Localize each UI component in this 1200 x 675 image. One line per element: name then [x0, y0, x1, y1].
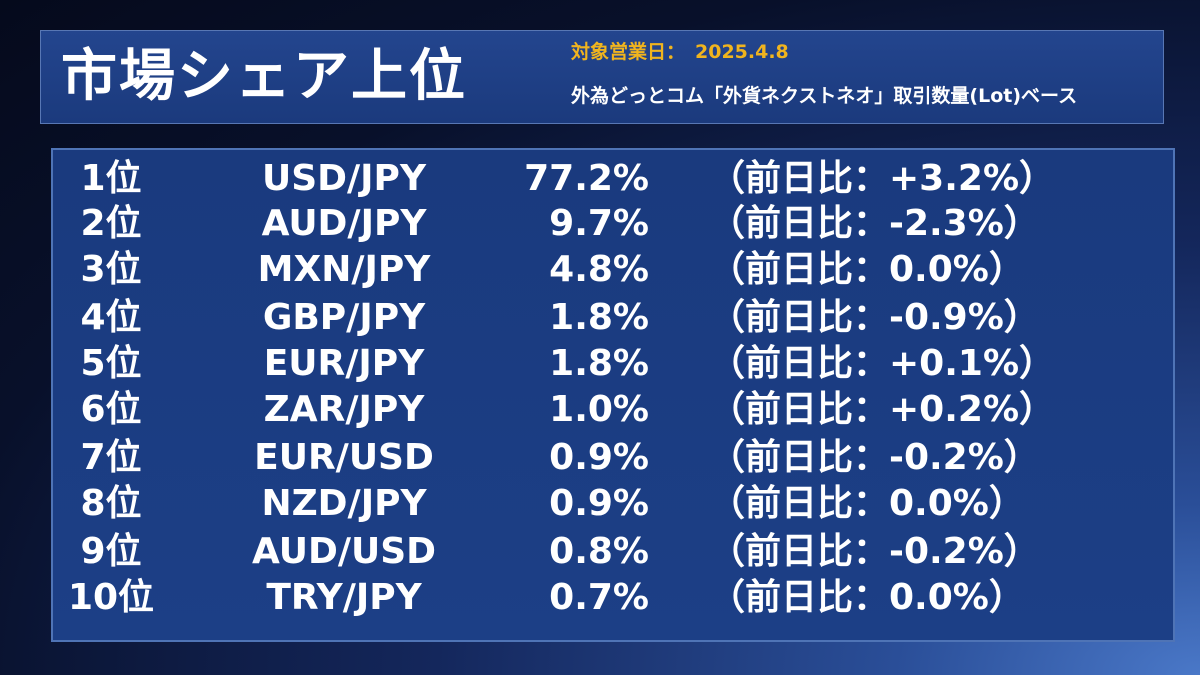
day-over-day-change: （前日比：0.0%）: [709, 249, 1025, 290]
header-panel: 市場シェア上位 対象営業日： 2025.4.8 外為どっとコム「外貨ネクストネオ」…: [40, 30, 1164, 124]
market-share: 0.7%: [549, 577, 649, 618]
rank-label: 6位: [80, 389, 142, 430]
market-share: 1.0%: [549, 389, 649, 430]
market-share: 77.2%: [524, 158, 649, 199]
business-date-label: 対象営業日：: [571, 41, 686, 63]
currency-pair: AUD/USD: [251, 531, 437, 572]
market-share: 1.8%: [549, 297, 649, 338]
rank-label: 5位: [80, 343, 142, 384]
day-over-day-change: （前日比：0.0%）: [709, 577, 1025, 618]
currency-pair: ZAR/JPY: [263, 389, 425, 430]
rank-label: 3位: [80, 249, 142, 290]
ranking-row: 1位 USD/JPY 77.2% （前日比：+3.2%）: [53, 155, 1173, 203]
rank-label: 7位: [80, 437, 142, 478]
ranking-row: 2位 AUD/JPY 9.7% （前日比：-2.3%）: [53, 200, 1173, 248]
currency-pair: TRY/JPY: [266, 577, 422, 618]
rank-label: 9位: [80, 531, 142, 572]
market-share: 0.9%: [549, 483, 649, 524]
rank-label: 8位: [80, 483, 142, 524]
page-title: 市場シェア上位: [61, 44, 467, 109]
day-over-day-change: （前日比：-0.2%）: [709, 437, 1040, 478]
ranking-table: 1位 USD/JPY 77.2% （前日比：+3.2%） 2位 AUD/JPY …: [51, 148, 1175, 642]
ranking-row: 7位 EUR/USD 0.9% （前日比：-0.2%）: [53, 434, 1173, 482]
ranking-row: 5位 EUR/JPY 1.8% （前日比：+0.1%）: [53, 340, 1173, 388]
day-over-day-change: （前日比：+3.2%）: [709, 158, 1056, 199]
market-share: 0.8%: [549, 531, 649, 572]
day-over-day-change: （前日比：+0.1%）: [709, 343, 1056, 384]
market-share: 4.8%: [549, 249, 649, 290]
day-over-day-change: （前日比：-0.2%）: [709, 531, 1040, 572]
currency-pair: MXN/JPY: [257, 249, 431, 290]
rank-label: 2位: [80, 203, 142, 244]
rank-label: 1位: [80, 158, 142, 199]
market-share: 9.7%: [549, 203, 649, 244]
day-over-day-change: （前日比：-2.3%）: [709, 203, 1040, 244]
business-date-value: 2025.4.8: [695, 41, 789, 63]
ranking-row: 10位 TRY/JPY 0.7% （前日比：0.0%）: [53, 574, 1173, 622]
currency-pair: EUR/USD: [254, 437, 434, 478]
day-over-day-change: （前日比：-0.9%）: [709, 297, 1040, 338]
rank-label: 4位: [80, 297, 142, 338]
currency-pair: EUR/JPY: [263, 343, 425, 384]
data-source-subtitle: 外為どっとコム「外貨ネクストネオ」取引数量(Lot)ベース: [571, 85, 1078, 107]
ranking-row: 8位 NZD/JPY 0.9% （前日比：0.0%）: [53, 480, 1173, 528]
ranking-row: 6位 ZAR/JPY 1.0% （前日比：+0.2%）: [53, 386, 1173, 434]
ranking-row: 3位 MXN/JPY 4.8% （前日比：0.0%）: [53, 246, 1173, 294]
rank-label: 10位: [67, 577, 155, 618]
currency-pair: NZD/JPY: [261, 483, 427, 524]
ranking-row: 9位 AUD/USD 0.8% （前日比：-0.2%）: [53, 528, 1173, 576]
day-over-day-change: （前日比：+0.2%）: [709, 389, 1056, 430]
currency-pair: USD/JPY: [261, 158, 427, 199]
currency-pair: GBP/JPY: [262, 297, 426, 338]
business-date: 対象営業日： 2025.4.8: [571, 37, 799, 64]
market-share: 1.8%: [549, 343, 649, 384]
day-over-day-change: （前日比：0.0%）: [709, 483, 1025, 524]
market-share: 0.9%: [549, 437, 649, 478]
currency-pair: AUD/JPY: [261, 203, 427, 244]
ranking-row: 4位 GBP/JPY 1.8% （前日比：-0.9%）: [53, 294, 1173, 342]
